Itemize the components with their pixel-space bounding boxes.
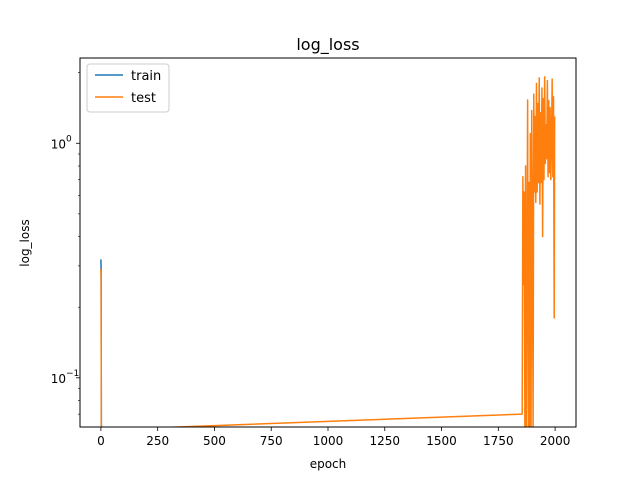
legend-label-test: test	[131, 91, 156, 106]
legend-box	[86, 63, 170, 113]
x-tick-label: 250	[146, 434, 169, 448]
series-layer	[100, 76, 556, 427]
chart-title: log_loss	[296, 35, 359, 55]
x-axis-label: epoch	[310, 457, 347, 471]
x-tick-label: 1750	[483, 434, 514, 448]
legend: train test	[86, 63, 170, 113]
legend-label-train: train	[131, 69, 161, 84]
x-axis-ticks: 0 250 500 750 1000 1250 1500 1750 2000	[97, 427, 570, 448]
y-tick-label: 10	[51, 372, 66, 386]
x-tick-label: 1250	[370, 434, 401, 448]
y-tick-label: 10	[51, 137, 66, 151]
x-tick-label: 0	[97, 434, 105, 448]
y-tick-exponent: −1	[66, 369, 79, 379]
x-tick-label: 1000	[313, 434, 344, 448]
series-line-test	[100, 76, 556, 427]
x-tick-label: 500	[203, 434, 226, 448]
x-tick-label: 2000	[540, 434, 571, 448]
y-tick-exponent: 0	[66, 134, 72, 144]
x-tick-label: 750	[260, 434, 283, 448]
y-axis-label: log_loss	[18, 219, 32, 266]
x-tick-label: 1500	[426, 434, 457, 448]
